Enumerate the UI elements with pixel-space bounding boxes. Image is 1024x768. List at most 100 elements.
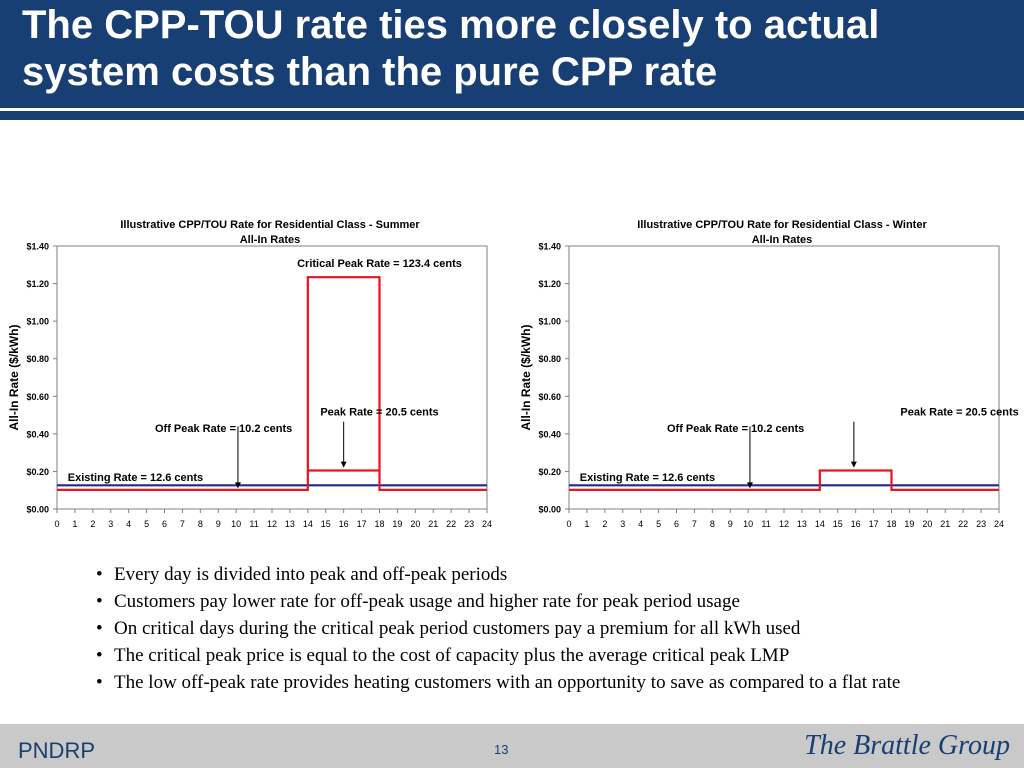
y-tick-label: $0.20 [538, 467, 561, 477]
bullet-item: • Every day is divided into peak and off-… [96, 564, 996, 585]
y-tick-label: $0.00 [26, 505, 49, 515]
x-tick-label: 24 [994, 519, 1004, 529]
x-tick-label: 20 [922, 519, 932, 529]
x-tick-label: 8 [710, 519, 715, 529]
x-tick-label: 10 [231, 519, 241, 529]
bullet-text: The critical peak price is equal to the … [114, 645, 790, 666]
x-tick-label: 4 [126, 519, 131, 529]
annotation-label: Off Peak Rate = 10.2 cents [667, 423, 804, 435]
x-tick-label: 16 [851, 519, 861, 529]
x-tick-label: 8 [198, 519, 203, 529]
annotation-label: Existing Rate = 12.6 cents [580, 472, 715, 484]
x-tick-label: 19 [904, 519, 914, 529]
x-tick-label: 6 [674, 519, 679, 529]
y-tick-label: $1.00 [26, 317, 49, 327]
bullet-text: The low off-peak rate provides heating c… [114, 672, 901, 693]
bullet-text: Customers pay lower rate for off-peak us… [114, 591, 740, 612]
x-tick-label: 12 [267, 519, 277, 529]
y-tick-label: $0.40 [538, 429, 561, 439]
arrow-head-icon [850, 461, 857, 468]
x-tick-label: 18 [374, 519, 384, 529]
x-tick-label: 9 [216, 519, 221, 529]
x-tick-label: 4 [638, 519, 643, 529]
slide-title: The CPP-TOU rate ties more closely to ac… [22, 3, 880, 94]
annotation-label: Existing Rate = 12.6 cents [68, 472, 203, 484]
annotation-label: Peak Rate = 20.5 cents [320, 406, 438, 418]
bullet-item: • The critical peak price is equal to the… [96, 645, 996, 666]
cpp-tou-rate-line [569, 469, 999, 491]
x-tick-label: 15 [321, 519, 331, 529]
x-tick-label: 9 [728, 519, 733, 529]
bullet-dot-icon: • [96, 564, 103, 585]
footer-bar: PNDRP 13 The Brattle Group [0, 724, 1024, 768]
x-tick-label: 0 [566, 519, 571, 529]
x-tick-label: 13 [285, 519, 295, 529]
chart-title: Illustrative CPP/TOU Rate for Residentia… [637, 219, 927, 231]
title-underline [0, 111, 1024, 120]
x-tick-label: 14 [815, 519, 825, 529]
x-tick-label: 0 [54, 519, 59, 529]
x-tick-label: 21 [428, 519, 438, 529]
x-tick-label: 7 [692, 519, 697, 529]
y-tick-label: $0.00 [538, 505, 561, 515]
summer-rate-chart: Illustrative CPP/TOU Rate for Residentia… [0, 200, 512, 540]
x-tick-label: 24 [482, 519, 492, 529]
x-tick-label: 15 [833, 519, 843, 529]
chart-svg: Illustrative CPP/TOU Rate for Residentia… [519, 219, 1019, 529]
footer-label: PNDRP [18, 738, 96, 763]
x-tick-label: 11 [761, 519, 770, 529]
x-tick-label: 22 [446, 519, 456, 529]
x-tick-label: 6 [162, 519, 167, 529]
title-bar: The CPP-TOU rate ties more closely to ac… [0, 0, 1024, 108]
x-tick-label: 23 [976, 519, 986, 529]
x-tick-label: 5 [656, 519, 661, 529]
x-tick-label: 2 [90, 519, 95, 529]
chart-svg: Illustrative CPP/TOU Rate for Residentia… [7, 219, 492, 529]
y-axis-label: All-In Rate ($/kWh) [519, 324, 533, 430]
x-tick-label: 14 [303, 519, 313, 529]
y-tick-label: $0.20 [26, 467, 49, 477]
arrow-head-icon [746, 482, 753, 489]
winter-rate-chart: Illustrative CPP/TOU Rate for Residentia… [512, 200, 1024, 540]
x-tick-label: 18 [886, 519, 896, 529]
annotation-label: Peak Rate = 20.5 cents [900, 406, 1018, 418]
y-tick-label: $0.80 [26, 354, 49, 364]
x-tick-label: 20 [410, 519, 420, 529]
x-tick-label: 22 [958, 519, 968, 529]
x-tick-label: 3 [108, 519, 113, 529]
x-tick-label: 17 [357, 519, 367, 529]
x-tick-label: 5 [144, 519, 149, 529]
chart-subtitle: All-In Rates [240, 234, 301, 246]
x-tick-label: 16 [339, 519, 349, 529]
y-tick-label: $0.60 [26, 392, 49, 402]
bullet-dot-icon: • [96, 645, 103, 666]
x-tick-label: 2 [602, 519, 607, 529]
page-number: 13 [494, 742, 509, 757]
annotation-label: Critical Peak Rate = 123.4 cents [297, 258, 462, 270]
x-tick-label: 19 [392, 519, 402, 529]
plot-area [56, 245, 488, 510]
arrow-head-icon [340, 461, 347, 468]
bullet-item: • On critical days during the critical pe… [96, 618, 996, 639]
bullet-text: Every day is divided into peak and off-p… [114, 564, 508, 585]
x-tick-label: 12 [779, 519, 789, 529]
y-tick-label: $1.00 [538, 317, 561, 327]
bullet-item: • The low off-peak rate provides heating … [96, 672, 996, 693]
y-tick-label: $0.80 [538, 354, 561, 364]
y-tick-label: $1.20 [26, 279, 49, 289]
bullet-list: • Every day is divided into peak and off-… [96, 564, 996, 699]
x-tick-label: 11 [249, 519, 258, 529]
arrow-head-icon [234, 482, 241, 489]
cpp-tou-rate-line [57, 276, 487, 491]
x-tick-label: 17 [869, 519, 879, 529]
x-tick-label: 1 [584, 519, 589, 529]
title-divider [0, 108, 1024, 111]
x-tick-label: 10 [743, 519, 753, 529]
x-tick-label: 21 [940, 519, 950, 529]
brattle-logo: The Brattle Group [804, 730, 1010, 761]
bullet-dot-icon: • [96, 672, 103, 693]
y-tick-label: $0.60 [538, 392, 561, 402]
annotation-label: Off Peak Rate = 10.2 cents [155, 423, 292, 435]
x-tick-label: 3 [620, 519, 625, 529]
plot-area [568, 245, 1000, 510]
